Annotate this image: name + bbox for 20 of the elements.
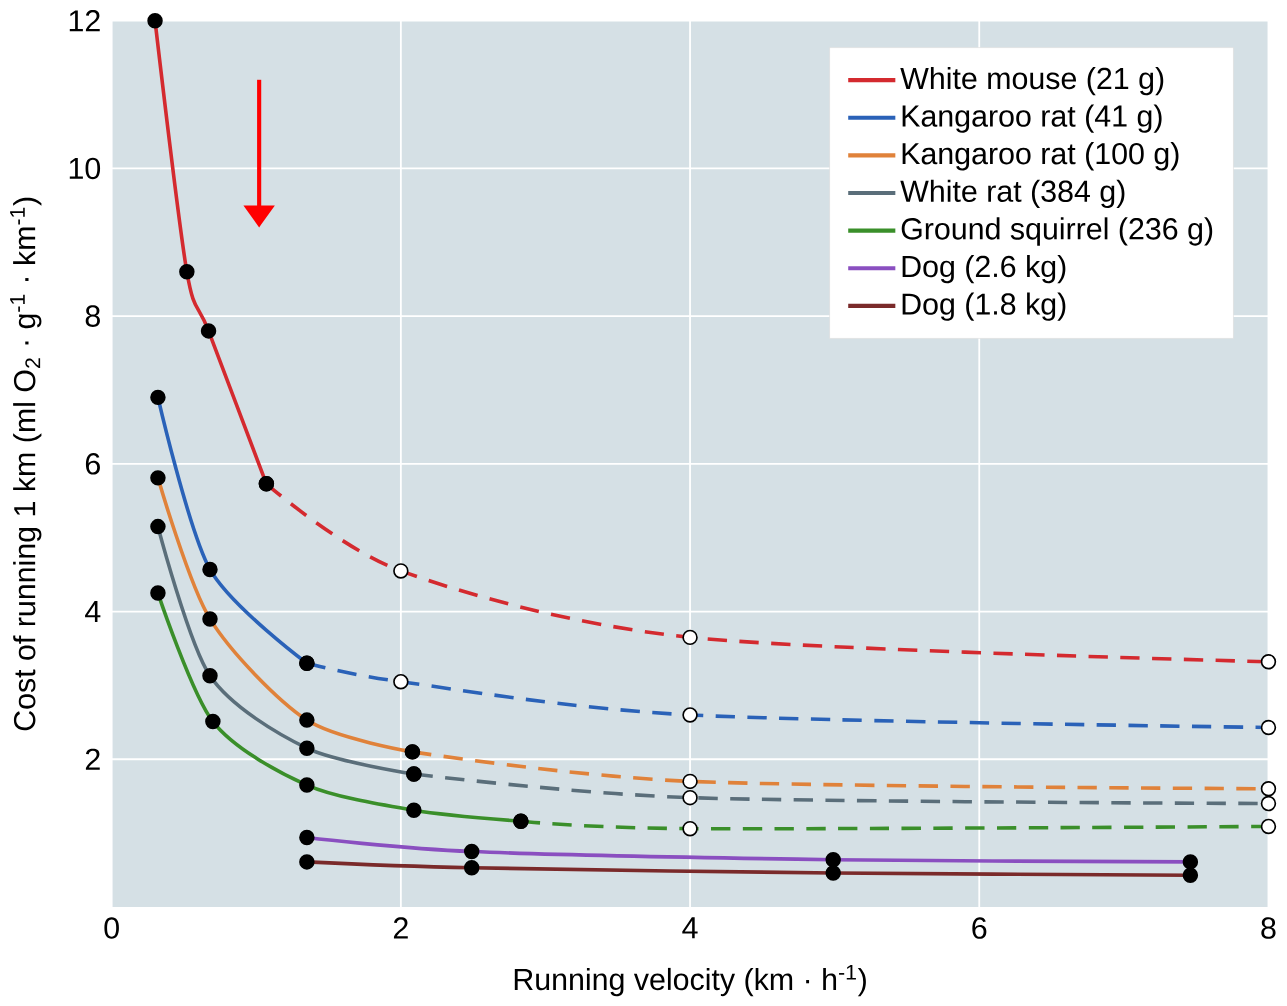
x-tick-label: 8 (1261, 917, 1276, 939)
y-tick-label: 4 (85, 600, 101, 622)
x-axis-title: Running velocity (km · h$^{-1}$) (514, 964, 866, 997)
y-tick-label: 8 (85, 305, 100, 327)
x-tick-label: 0 (104, 917, 119, 939)
legend-label: Kangaroo rat (100 g) (902, 141, 1179, 171)
y-axis-title: Cost of running 1 km (ml O$_{2}$ · g$^{-1}$ · km$^{-1}$) (10, 197, 42, 731)
y-tick-label: 2 (85, 748, 100, 770)
y-tick-label: 12 (69, 9, 100, 32)
x-tick-label: 6 (972, 917, 987, 939)
legend-label: Dog (1.8 kg) (902, 292, 1066, 321)
legend-label: Kangaroo rat (41 g) (902, 104, 1162, 133)
x-tick-label: 2 (393, 917, 408, 939)
y-tick-label: 6 (85, 452, 100, 475)
y-tick-label: 10 (69, 157, 101, 180)
legend-label: Ground squirrel (236 g) (901, 217, 1213, 246)
legend-label: White mouse (21 g) (900, 66, 1164, 96)
x-tick-label: 4 (682, 917, 698, 939)
legend-label: White rat (384 g) (900, 179, 1125, 208)
legend-label: Dog (2.6 kg) (902, 254, 1066, 284)
